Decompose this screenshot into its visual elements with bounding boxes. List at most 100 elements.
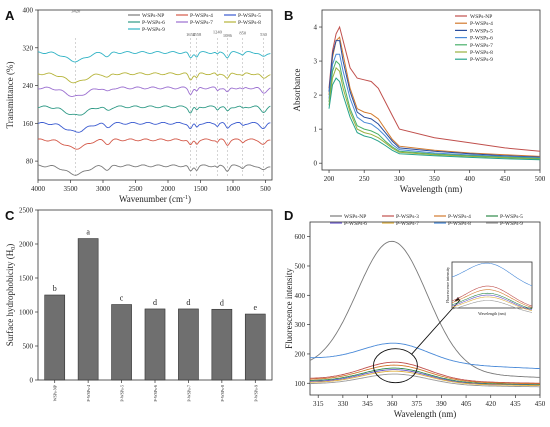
- legend-label-d: P-WSPs-4: [448, 214, 471, 220]
- y-tick-label-d: 400: [295, 292, 306, 300]
- fluorescence-series-line: [309, 361, 541, 384]
- legend-label-d: P-WSPs-8: [448, 221, 471, 227]
- legend-label-a: P-WSPs-5: [238, 13, 261, 19]
- legend-label-d: WSPs-NP: [344, 214, 366, 220]
- y-tick-label-c: 1000: [19, 309, 34, 317]
- inset-series-line: [451, 300, 533, 313]
- peak-annotation: 1240: [213, 30, 223, 35]
- fluorescence-series-line: [310, 364, 541, 385]
- x-tick-label-d: 450: [535, 400, 546, 408]
- inset-y-label: Fluorescence intensity: [445, 267, 450, 303]
- legend-label-d: P-WSPs-7: [396, 221, 419, 227]
- y-tick-label-a: 400: [23, 7, 34, 15]
- y-axis-label-a: Transmittance (%): [5, 62, 15, 129]
- x-tick-label-b: 350: [429, 175, 440, 183]
- legend-label-a: P-WSPs-7: [190, 20, 213, 26]
- legend-label-b: WSPs-NP: [470, 14, 492, 20]
- x-tick-label-a: 2000: [161, 185, 176, 193]
- x-axis-label-b: Wavelength (nm): [400, 184, 463, 194]
- significance-letter: d: [153, 298, 157, 307]
- y-tick-label-c: 500: [23, 343, 34, 351]
- y-tick-label-b: 2: [314, 92, 318, 100]
- absorbance-series-line: [328, 40, 541, 158]
- bar: [111, 304, 132, 381]
- x-tick-label-d: 330: [338, 400, 349, 408]
- peak-annotation: 530: [260, 32, 268, 37]
- x-tick-label-a: 3000: [96, 185, 111, 193]
- x-tick-label-c: P-WSPs-7: [186, 385, 191, 402]
- x-tick-label-d: 345: [362, 400, 373, 408]
- x-tick-label-c: P-WSPs-6: [153, 385, 158, 402]
- ftir-series-line: [37, 72, 271, 84]
- plot-frame-a: [37, 9, 273, 181]
- y-axis-label-c: Surface hydrophobicity (H0): [5, 244, 17, 346]
- peak-annotation: 1558: [192, 32, 202, 37]
- peak-annotation: 1654: [186, 32, 196, 37]
- x-tick-label-d: 435: [510, 400, 521, 408]
- bar: [244, 313, 266, 381]
- x-tick-label-a: 1500: [194, 185, 209, 193]
- y-tick-label-d: 100: [295, 380, 306, 388]
- inset-frame: [451, 261, 533, 309]
- x-tick-label-c: P-WSPs-5: [120, 385, 125, 402]
- y-tick-label-b: 4: [314, 24, 318, 32]
- absorbance-series-line: [328, 66, 541, 160]
- x-tick-label-d: 360: [387, 400, 398, 408]
- x-tick-label-b: 300: [394, 175, 405, 183]
- y-tick-label-c: 1500: [19, 275, 34, 283]
- legend-label-b: P-WSPs-9: [470, 57, 493, 63]
- y-tick-label-d: 600: [295, 233, 306, 241]
- x-tick-label-b: 400: [464, 175, 475, 183]
- x-tick-label-c: P-WSPs-9: [253, 385, 258, 402]
- y-tick-label-d: 500: [295, 262, 306, 270]
- legend-label-b: P-WSPs-6: [470, 36, 493, 42]
- panel-b: B 200 250 300 350 400 450 500 0 1 2 3 4 Wavelength (n…: [284, 8, 546, 194]
- significance-letter: a: [86, 228, 90, 237]
- legend-label-a: WSPs-NP: [142, 13, 164, 19]
- ftir-series-line: [37, 138, 271, 150]
- ftir-series-line: [37, 121, 271, 133]
- significance-letter: e: [254, 303, 258, 312]
- ftir-series-line: [37, 164, 271, 176]
- fluorescence-series-line: [310, 373, 540, 388]
- y-tick-label-c: 0: [30, 377, 34, 385]
- y-tick-label-a: 320: [23, 44, 34, 52]
- legend-label-d: P-WSPs-3: [396, 214, 419, 220]
- legend-label-a: P-WSPs-6: [142, 20, 165, 26]
- inset-series-line: [451, 294, 533, 311]
- panel-label-b: B: [284, 8, 293, 23]
- bar: [178, 308, 199, 381]
- x-tick-label-b: 500: [535, 175, 546, 183]
- legend-label-b: P-WSPs-4: [470, 21, 493, 27]
- legend-label-d: P-WSPs-5: [500, 214, 523, 220]
- x-tick-label-b: 250: [359, 175, 370, 183]
- panel-a: A 4000 3500 3000 2500 2000 1500 1000 500 80 160 240…: [5, 7, 273, 204]
- bar: [44, 294, 66, 381]
- legend-label-a: P-WSPs-4: [190, 13, 213, 19]
- panel-label-c: C: [5, 208, 15, 223]
- y-tick-label-b: 0: [314, 160, 318, 168]
- panel-d: D 315 330 345 360 375 390 405 420 435 450 100 200 300…: [284, 208, 546, 419]
- x-axis-label-d: Wavelength (nm): [394, 409, 457, 419]
- absorbance-series-line: [328, 53, 541, 159]
- y-tick-label-c: 2500: [19, 207, 34, 215]
- y-tick-label-a: 240: [23, 82, 34, 90]
- panel-c: C 0 500 1000 1500 2000 2500 Surface hydrophobic…: [5, 207, 273, 402]
- x-tick-label-d: 420: [485, 400, 496, 408]
- significance-letter: c: [120, 294, 124, 303]
- fluorescence-series-line: [309, 367, 540, 386]
- x-tick-label-b: 200: [324, 175, 335, 183]
- significance-letter: d: [220, 298, 224, 307]
- x-tick-label-a: 1000: [226, 185, 241, 193]
- x-tick-label-c: WSPs-NP: [53, 384, 58, 401]
- y-tick-label-b: 3: [314, 58, 318, 66]
- zoom-circle: [372, 348, 418, 384]
- inset-series-line: [451, 289, 533, 308]
- absorbance-series-line: [328, 77, 541, 161]
- inset-series-line: [451, 296, 533, 311]
- x-tick-label-d: 375: [412, 400, 423, 408]
- peak-annotation: 1086: [223, 33, 233, 38]
- inset-series-line: [451, 292, 533, 310]
- panel-label-a: A: [5, 8, 15, 23]
